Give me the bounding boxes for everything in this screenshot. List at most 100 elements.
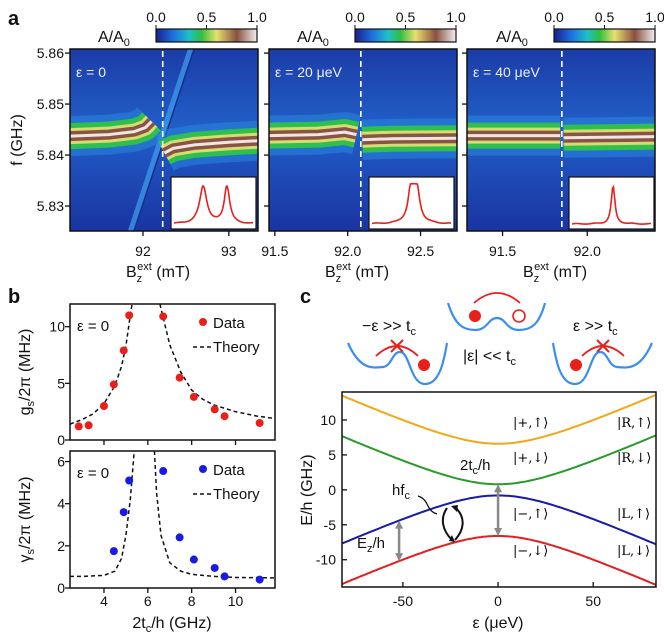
x-axis-label-sub: z bbox=[137, 273, 143, 285]
data-point bbox=[189, 555, 198, 564]
data-point bbox=[220, 412, 229, 421]
x-axis-label-unit: (mT) bbox=[549, 264, 587, 281]
tunneling-arrow bbox=[473, 292, 521, 304]
y-axis-label-main: γ bbox=[17, 554, 34, 562]
epsilon-annotation: ε = 40 μeV bbox=[473, 64, 541, 80]
y-tick-label: 0 bbox=[57, 432, 65, 448]
x-tick-label: 92 bbox=[135, 243, 151, 259]
inset-frame bbox=[368, 176, 455, 230]
y-axis-label-sub: s bbox=[25, 548, 37, 554]
x-tick-label: 6 bbox=[144, 593, 152, 609]
y-tick-label: 5.83 bbox=[37, 198, 64, 214]
x-tick-label: 92.0 bbox=[574, 243, 601, 259]
colorbar-tick-label: 1.0 bbox=[446, 9, 466, 25]
data-point bbox=[109, 380, 118, 389]
legend-data-marker bbox=[199, 318, 207, 326]
data-point bbox=[210, 563, 219, 572]
data-point bbox=[125, 311, 134, 320]
data-point bbox=[99, 402, 108, 410]
x-axis-label: ε (μeV) bbox=[472, 615, 523, 632]
x-axis-label-sup: ext bbox=[534, 261, 549, 273]
tunnel-coupling-label-main: 2t bbox=[460, 457, 473, 474]
colorbar-label: A/A0 bbox=[496, 29, 528, 49]
y-tick-label: -5 bbox=[324, 517, 337, 533]
double-well-potential bbox=[346, 342, 449, 386]
theory-curve bbox=[69, 303, 133, 425]
resonance-band bbox=[362, 136, 458, 142]
data-point bbox=[175, 373, 184, 382]
y-tick-label: -10 bbox=[316, 552, 336, 568]
heatmap-frame bbox=[69, 48, 259, 232]
epsilon-annotation: ε = 0 bbox=[77, 465, 109, 482]
colorbar-label-sub: 0 bbox=[522, 37, 528, 49]
x-tick-label: 91.5 bbox=[261, 243, 288, 259]
colorbar-tick-label: 0.0 bbox=[544, 9, 564, 25]
x-tick-label: 10 bbox=[228, 593, 244, 609]
zeeman-energy-label-main: E bbox=[357, 535, 367, 552]
cartoon-label-right-main: ε >> t bbox=[573, 318, 613, 335]
energy-level-curve bbox=[341, 434, 657, 486]
y-tick-label: 5.84 bbox=[37, 147, 64, 163]
colorbar-tick-label: 1.0 bbox=[247, 9, 267, 25]
photon-squiggle-arrow bbox=[417, 495, 438, 515]
data-point bbox=[159, 467, 168, 476]
y-axis-label-sub: s bbox=[25, 400, 37, 406]
panel-a-ylabel: f (GHz) bbox=[9, 114, 26, 166]
x-axis-label-unit: (mT) bbox=[351, 264, 389, 281]
legend-theory-label: Theory bbox=[213, 339, 260, 356]
inset-spectrum-curve bbox=[173, 185, 254, 224]
x-axis-label-main: B bbox=[325, 264, 336, 281]
blocked-tunneling-arrow bbox=[581, 345, 625, 357]
double-well-potential bbox=[551, 342, 654, 386]
cartoon-label-middle-main: |ε| << t bbox=[463, 348, 511, 365]
tunnel-coupling-label-sub: c bbox=[473, 465, 479, 477]
cartoon-label-middle-sub: c bbox=[510, 356, 516, 368]
energy-level-curve bbox=[341, 393, 657, 445]
resonance-band bbox=[563, 135, 656, 140]
resonance-band bbox=[268, 130, 357, 138]
electron-dot-hollow bbox=[512, 309, 526, 323]
photon-energy-label-main: hf bbox=[392, 482, 405, 499]
epsilon-annotation: ε = 0 bbox=[77, 318, 109, 335]
colorbar-label-sub: 0 bbox=[323, 37, 329, 49]
zeeman-energy-label-rest: /h bbox=[373, 535, 386, 552]
x-tick-label: 91.5 bbox=[489, 243, 516, 259]
data-point bbox=[109, 547, 118, 556]
tunnel-coupling-label-rest: /h bbox=[478, 457, 491, 474]
colorbar-tick-label: 0.5 bbox=[595, 9, 615, 25]
epsilon-annotation: ε = 0 bbox=[76, 64, 106, 80]
x-axis-label-sub: z bbox=[534, 273, 540, 285]
x-axis-label: Bzext (mT) bbox=[126, 261, 190, 285]
x-tick-label: 4 bbox=[100, 593, 108, 609]
heatmap-subplot-1: ε = 0 92 93 Bzext (mT) 0.0 0.5 1.0 A/A0 bbox=[65, 9, 267, 285]
x-axis-label: Bzext (mT) bbox=[523, 261, 587, 285]
state-label-localized: |L,↓⟩ bbox=[617, 544, 650, 559]
zeeman-splitting-arrow-head bbox=[395, 520, 404, 529]
x-axis-label-main: B bbox=[523, 264, 534, 281]
y-axis-label-rest: /2π (MHz) bbox=[17, 329, 34, 401]
y-axis-label: γs/2π (MHz) bbox=[17, 477, 37, 563]
data-point bbox=[119, 346, 128, 355]
blocked-cross-icon bbox=[390, 339, 404, 353]
epsilon-annotation: ε = 20 μeV bbox=[275, 64, 343, 80]
colorbar-label-main: A/A bbox=[297, 29, 323, 46]
colorbar bbox=[553, 28, 656, 43]
cartoon-label-right: ε >> tc bbox=[573, 318, 618, 338]
colorbar-label: A/A0 bbox=[98, 29, 130, 49]
theory-curve bbox=[70, 450, 135, 578]
x-axis-label-sub: c bbox=[146, 623, 152, 635]
state-label-localized: |L,↑⟩ bbox=[617, 507, 650, 522]
resonance-band bbox=[69, 120, 153, 138]
y-axis-label: gs/2π (MHz) bbox=[17, 329, 37, 416]
colorbar-label-sub: 0 bbox=[124, 37, 130, 49]
double-dot-cartoons: −ε >> tc|ε| << tcε >> tc bbox=[346, 292, 654, 386]
cartoon-label-left-sub: c bbox=[411, 326, 417, 338]
inset-frame bbox=[170, 176, 257, 230]
x-tick-label: 93 bbox=[221, 243, 237, 259]
arrow-head bbox=[449, 535, 455, 542]
colorbar-tick-label: 0.5 bbox=[197, 9, 217, 25]
colorbar-tick-label: 0.0 bbox=[345, 9, 365, 25]
arrow-head bbox=[451, 505, 458, 512]
zeeman-splitting-arrow-head bbox=[395, 553, 404, 562]
panel-label-c: c bbox=[300, 286, 311, 308]
